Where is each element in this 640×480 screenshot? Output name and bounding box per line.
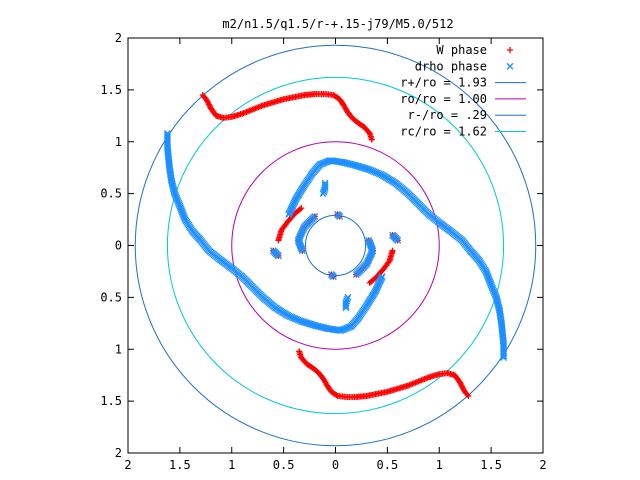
- x-tick-label: 0: [332, 458, 339, 472]
- circle-r-ro: [304, 214, 367, 277]
- drho-phase-point: [285, 210, 293, 218]
- w-phase-point: [297, 206, 304, 213]
- drho-phase-point: [344, 293, 352, 301]
- drho-phase-point: [378, 273, 386, 281]
- y-tick-label: 1: [115, 342, 122, 356]
- drho-phase-point: [320, 188, 328, 196]
- chart-title: m2/n1.5/q1.5/r-+.15-j79/M5.0/512: [222, 17, 453, 31]
- x-tick-label: 1: [228, 458, 235, 472]
- drho-phase-point: [319, 190, 327, 198]
- drho-phase-point: [327, 271, 335, 279]
- x-tick-label: 0.5: [377, 458, 399, 472]
- y-tick-label: 1: [115, 135, 122, 149]
- y-tick-label: 1.5: [100, 394, 122, 408]
- w-phase-point: [298, 205, 305, 212]
- x-tick-label: 1: [436, 458, 443, 472]
- legend-label: rc/ro = 1.62: [400, 125, 487, 139]
- legend-label: drho phase: [415, 59, 487, 73]
- x-tick-label: 0.5: [273, 458, 295, 472]
- y-tick-label: 2: [115, 31, 122, 45]
- x-tick-label: 1.5: [169, 458, 191, 472]
- w-phase-point: [367, 278, 374, 285]
- legend-label: ro/ro = 1.00: [400, 92, 487, 106]
- y-tick-label: 0.5: [100, 187, 122, 201]
- drho-phase-point: [336, 212, 344, 220]
- y-tick-label: 0.5: [100, 290, 122, 304]
- x-tick-label: 2: [539, 458, 546, 472]
- drho-phase-point: [506, 62, 514, 70]
- x-tick-label: 2: [124, 458, 131, 472]
- drho-phase-point: [352, 271, 360, 279]
- y-tick-label: 2: [115, 446, 122, 460]
- reference-circles: [134, 44, 537, 447]
- legend: W phase drho phase r+/ro = 1.93 ro/ro = 1.0…: [400, 43, 526, 139]
- legend-label: r+/ro = 1.93: [400, 76, 487, 90]
- drho-phase-point: [311, 212, 319, 220]
- legend-label: W phase: [436, 43, 487, 57]
- circle-r+ro: [134, 44, 537, 447]
- circle-roro: [231, 141, 440, 350]
- w-phase-point: [507, 47, 513, 53]
- y-tick-label: 1.5: [100, 83, 122, 97]
- axis-ticks: 2 1.5 1 0.5 0 0.5 1 1.5 221.510.500.511.52: [100, 31, 546, 472]
- drho-phase-point: [389, 231, 397, 239]
- x-tick-label: 1.5: [480, 458, 502, 472]
- circle-rcro: [166, 76, 505, 415]
- w-phase-point: [366, 279, 373, 286]
- drho-phase-point: [343, 295, 351, 303]
- legend-label: r-/ro = .29: [408, 108, 487, 122]
- drho-phase-point: [274, 252, 282, 260]
- y-tick-label: 0: [115, 239, 122, 253]
- w-phase-point: [296, 348, 303, 355]
- data-points: [163, 91, 508, 400]
- w-phase-point: [368, 136, 375, 143]
